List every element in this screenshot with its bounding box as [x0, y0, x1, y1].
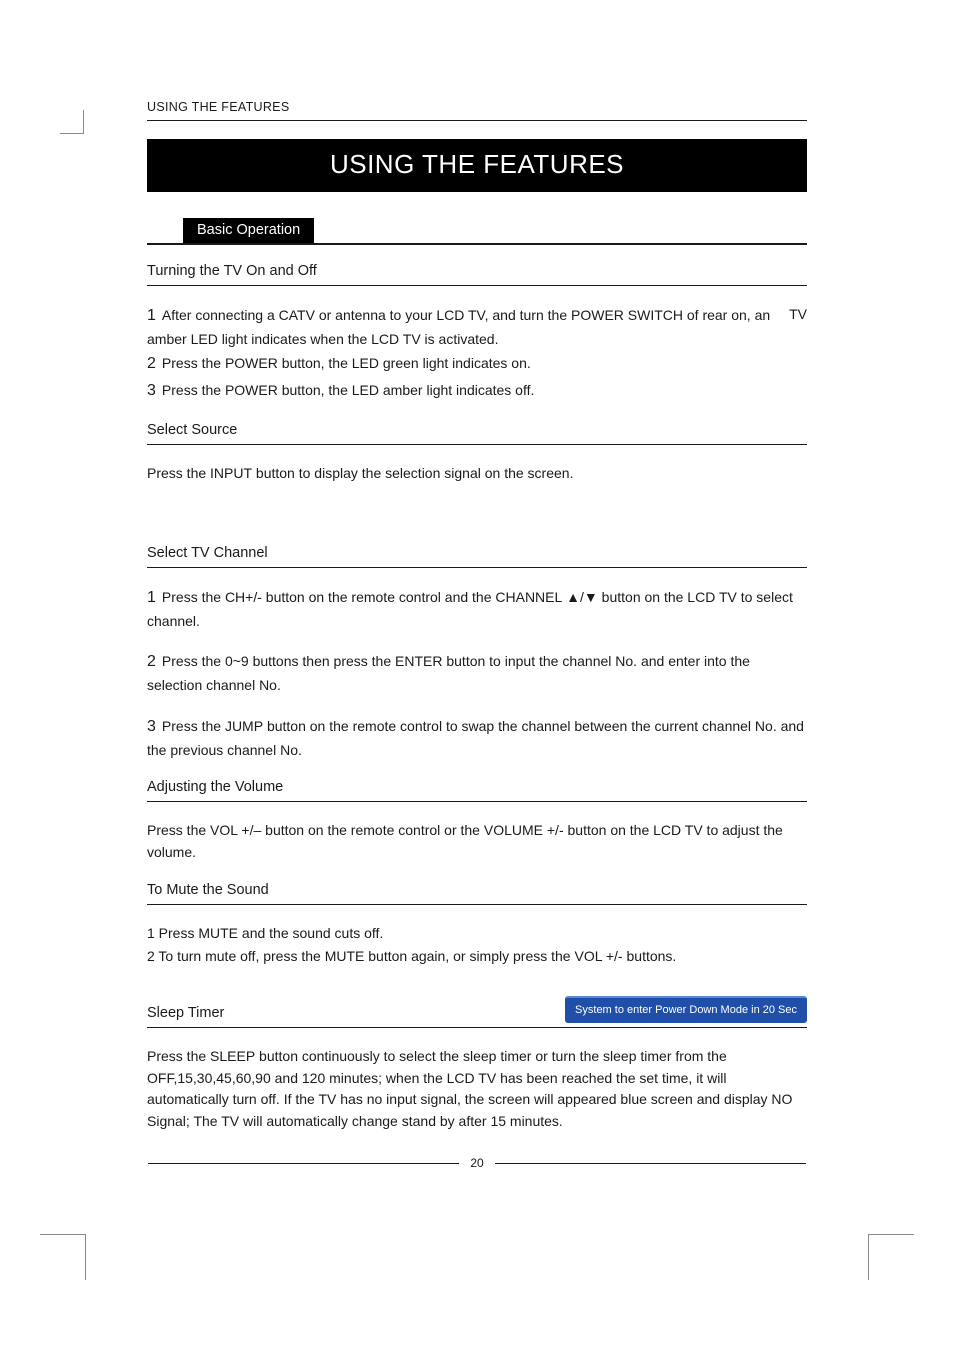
footer-rule-left — [148, 1163, 459, 1164]
volume-paragraph: Press the VOL +/– button on the remote c… — [147, 820, 807, 863]
heading-adjust-volume: Adjusting the Volume — [147, 779, 807, 802]
jump-button-ref: JUMP — [225, 718, 263, 734]
vol-button-ref: VOL +/– — [210, 822, 261, 838]
crop-mark-bottom-right — [868, 1234, 914, 1280]
section-tab-row: Basic Operation — [147, 218, 807, 245]
heading-sleep-timer: Sleep Timer System to enter Power Down M… — [147, 996, 807, 1028]
mute-button-ref: MUTE — [325, 948, 365, 964]
heading-turning-tv: Turning the TV On and Off — [147, 263, 807, 286]
ch-button-ref: CH+/- — [225, 589, 262, 605]
channel-button-ref: CHANNEL — [495, 589, 562, 605]
turning-step-3: 3Press the POWER button, the LED amber l… — [147, 379, 807, 404]
turning-step-2: 2Press the POWER button, the LED green l… — [147, 352, 807, 377]
enter-button-ref: ENTER — [395, 653, 442, 669]
input-button-ref: INPUT — [210, 465, 252, 481]
crop-mark-bottom-left — [40, 1234, 86, 1280]
heading-mute: To Mute the Sound — [147, 882, 807, 905]
page: USING THE FEATURES USING THE FEATURES Ba… — [0, 0, 954, 1350]
side-label-tv: TV — [789, 304, 807, 326]
block-select-source: Press the INPUT button to display the se… — [147, 463, 807, 485]
vol-button-ref: VOL +/- — [574, 948, 622, 964]
page-number: 20 — [460, 1156, 493, 1170]
block-turning-tv: TV 1After connecting a CATV or antenna t… — [147, 304, 807, 404]
volume-button-ref: VOLUME +/- — [484, 822, 564, 838]
channel-step-1: 1Press the CH+/- button on the remote co… — [147, 586, 807, 632]
block-select-channel: 1Press the CH+/- button on the remote co… — [147, 586, 807, 761]
turning-step-1-text: After connecting a CATV or antenna to yo… — [147, 307, 770, 347]
footer-rule-right — [495, 1163, 806, 1164]
power-button-ref: POWER — [225, 382, 278, 398]
block-mute: 1 Press MUTE and the sound cuts off. 2 T… — [147, 923, 807, 968]
crop-mark-top-left — [60, 110, 84, 134]
channel-step-3: 3Press the JUMP button on the remote con… — [147, 715, 807, 761]
heading-select-source: Select Source — [147, 422, 807, 445]
mute-button-ref: MUTE — [198, 925, 238, 941]
section-tab-basic-operation: Basic Operation — [183, 218, 314, 243]
power-button-ref: POWER — [225, 355, 278, 371]
source-paragraph: Press the INPUT button to display the se… — [147, 463, 807, 485]
content-column: USING THE FEATURES USING THE FEATURES Ba… — [147, 100, 807, 1133]
block-sleep-timer: Press the SLEEP button continuously to s… — [147, 1046, 807, 1133]
block-adjust-volume: Press the VOL +/– button on the remote c… — [147, 820, 807, 863]
sleep-button-ref: SLEEP — [210, 1048, 255, 1064]
mute-step-1: 1 Press MUTE and the sound cuts off. — [147, 923, 807, 945]
page-footer: 20 — [0, 1156, 954, 1170]
running-header: USING THE FEATURES — [147, 100, 807, 121]
channel-step-2: 2Press the 0~9 buttons then press the EN… — [147, 650, 807, 696]
osd-callout: System to enter Power Down Mode in 20 Se… — [565, 996, 807, 1023]
sleep-paragraph: Press the SLEEP button continuously to s… — [147, 1046, 807, 1133]
heading-select-channel: Select TV Channel — [147, 545, 807, 568]
page-title: USING THE FEATURES — [147, 139, 807, 192]
mute-step-2: 2 To turn mute off, press the MUTE butto… — [147, 946, 807, 968]
heading-sleep-timer-text: Sleep Timer — [147, 1005, 224, 1021]
digits-button-ref: 0~9 — [225, 653, 249, 669]
turning-step-1: 1After connecting a CATV or antenna to y… — [147, 304, 807, 350]
